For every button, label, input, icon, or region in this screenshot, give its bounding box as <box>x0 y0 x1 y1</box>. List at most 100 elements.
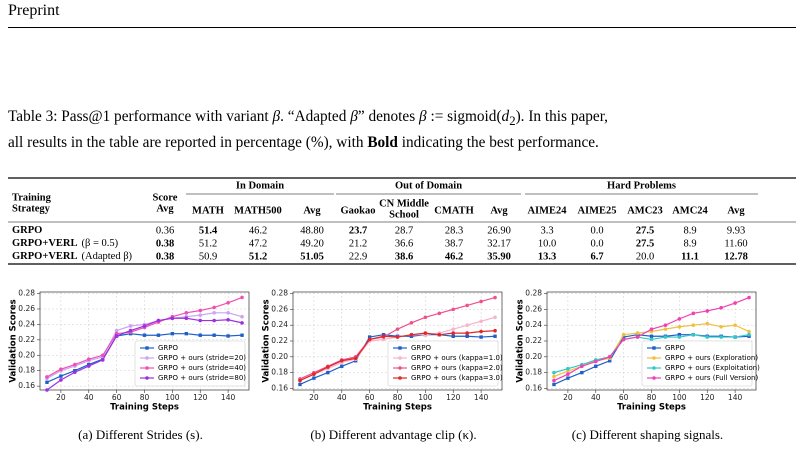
caption-text: . “Adapted <box>280 108 351 125</box>
point <box>608 359 612 363</box>
x-tick-label: 60 <box>112 393 122 402</box>
table-cell: 46.2 <box>249 225 267 236</box>
legend-marker <box>652 346 656 350</box>
point <box>705 309 710 313</box>
column-header: Training <box>12 192 52 203</box>
point <box>128 324 133 328</box>
point <box>212 311 216 315</box>
point <box>240 314 244 319</box>
column-header: AIME25 <box>577 205 616 216</box>
table-cell: 6.7 <box>590 251 603 262</box>
table-caption: Table 3: Pass@1 performance with variant… <box>8 106 798 153</box>
point <box>677 335 682 339</box>
caption-math: 2 <box>509 114 516 129</box>
caption-math: β <box>272 108 281 125</box>
table-cell: 11.1 <box>681 251 699 262</box>
point <box>465 323 469 327</box>
group-header: In Domain <box>236 180 284 191</box>
point <box>184 316 189 321</box>
table-cell: 51.05 <box>300 251 324 262</box>
point <box>677 332 682 337</box>
point <box>395 335 400 339</box>
point <box>594 364 598 368</box>
figure-caption: (c) Different shaping signals. <box>572 427 723 442</box>
legend-box <box>641 340 753 387</box>
y-tick-label: 0.20 <box>18 350 35 359</box>
legend-label: GRPO + ours (stride=40) <box>158 364 246 372</box>
legend-label: GRPO + ours (kappa=1.0) <box>411 354 503 362</box>
point <box>451 307 456 312</box>
x-tick-label: 20 <box>309 393 319 402</box>
legend-marker <box>652 356 656 360</box>
point <box>128 328 133 333</box>
y-axis-label: Validation Scores <box>9 299 19 382</box>
legend-marker <box>145 356 149 360</box>
caption-math: d <box>501 108 510 125</box>
point <box>59 374 63 378</box>
point <box>493 328 497 333</box>
column-header: Gaokao <box>340 205 375 216</box>
column-header: AMC24 <box>672 205 708 216</box>
point <box>184 311 189 315</box>
y-tick-label: 0.20 <box>525 352 542 361</box>
point <box>381 334 386 339</box>
header-rule <box>8 27 796 28</box>
point <box>100 358 105 362</box>
point <box>298 378 302 383</box>
column-header: AIME24 <box>527 205 567 216</box>
table-cell: 0.0 <box>590 238 603 249</box>
table-cell: 47.2 <box>249 238 267 249</box>
y-tick-label: 0.28 <box>271 289 288 298</box>
x-tick-label: 80 <box>393 393 403 402</box>
point <box>312 372 316 376</box>
point <box>552 378 556 383</box>
table-cell: 0.38 <box>156 238 174 249</box>
row-label: GRPO+VERL (Adapted β) <box>12 251 133 262</box>
figure-caption: (a) Different Strides (s). <box>78 427 203 442</box>
point <box>226 301 230 305</box>
point <box>733 301 737 305</box>
column-header: Score <box>153 192 178 203</box>
x-tick-label: 40 <box>84 393 94 402</box>
point <box>395 327 400 331</box>
point <box>719 335 723 339</box>
point <box>566 372 570 376</box>
legend-box <box>134 340 246 387</box>
point <box>326 370 330 375</box>
point <box>677 324 682 329</box>
x-tick-label: 120 <box>193 393 208 402</box>
x-tick-label: 40 <box>591 393 601 402</box>
point <box>719 324 723 329</box>
point <box>566 376 570 380</box>
point <box>552 370 556 375</box>
y-axis-label: Validation Scores <box>262 299 272 382</box>
point <box>621 332 626 337</box>
point <box>649 337 654 342</box>
legend-label: GRPO + ours (kappa=2.0) <box>411 364 503 372</box>
table-cell: 8.9 <box>683 238 696 249</box>
point <box>86 364 91 368</box>
table-cell: 35.90 <box>487 251 511 262</box>
point <box>339 358 344 363</box>
x-axis-label: Training Steps <box>363 403 432 413</box>
column-header: MATH <box>192 205 224 216</box>
point <box>198 333 202 337</box>
x-axis-label: Training Steps <box>110 403 179 413</box>
point <box>170 316 175 321</box>
y-tick-label: 0.16 <box>18 381 35 390</box>
point <box>552 382 556 387</box>
point <box>580 364 584 369</box>
x-tick-label: 120 <box>700 393 715 402</box>
y-tick-label: 0.28 <box>525 289 542 298</box>
point <box>226 317 230 322</box>
point <box>142 333 147 337</box>
legend-marker <box>652 376 656 380</box>
table-cell: 23.7 <box>349 225 367 236</box>
point <box>86 357 91 361</box>
table-cell: 51.4 <box>199 225 218 236</box>
point <box>451 327 456 331</box>
legend-marker <box>398 366 402 370</box>
point <box>423 315 428 320</box>
caption-text: all results in the table are reported in… <box>8 134 368 152</box>
point <box>423 331 428 335</box>
